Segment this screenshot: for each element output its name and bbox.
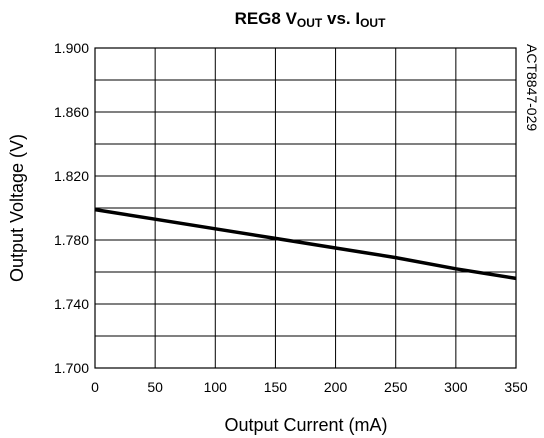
y-axis-label: Output Voltage (V) — [7, 134, 27, 282]
x-tick-label: 350 — [504, 379, 528, 395]
grid-lines — [94, 47, 517, 369]
x-tick-label: 100 — [204, 379, 228, 395]
y-tick-label: 1.900 — [54, 40, 89, 56]
x-tick-label: 300 — [444, 379, 468, 395]
y-tick-label: 1.860 — [54, 104, 89, 120]
y-tick-label: 1.820 — [54, 168, 89, 184]
figure-code: ACT8847-029 — [524, 44, 540, 131]
y-tick-label: 1.780 — [54, 232, 89, 248]
tick-labels: 0 50 100 150 200 250 300 350 1.700 1.740 1.780 1.82… — [54, 40, 528, 395]
x-tick-label: 200 — [324, 379, 348, 395]
y-tick-label: 1.700 — [54, 360, 89, 376]
x-tick-label: 0 — [91, 379, 99, 395]
plot-area-frame — [94, 47, 517, 369]
x-axis-label: Output Current (mA) — [224, 415, 387, 435]
x-tick-label: 50 — [147, 379, 163, 395]
chart-title: REG8 VOUT vs. IOUT — [235, 9, 387, 30]
x-tick-label: 150 — [264, 379, 288, 395]
y-tick-label: 1.740 — [54, 296, 89, 312]
series-layer — [94, 207, 517, 281]
series-line — [94, 207, 517, 281]
x-tick-label: 250 — [384, 379, 408, 395]
